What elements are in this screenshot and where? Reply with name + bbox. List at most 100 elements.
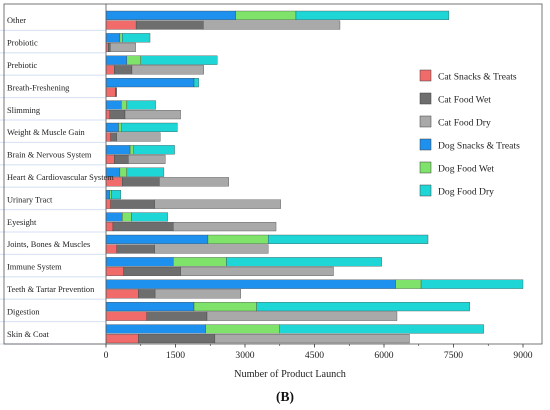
bar-prebiotic-dog-food-dry	[140, 55, 218, 65]
x-tick-label: 4500	[305, 350, 324, 361]
bar-probiotic-cat-food-dry	[109, 42, 136, 52]
bar-digestion-dog-snacks-and-treats	[105, 302, 195, 312]
bar-urinary-tract-dog-snacks-and-treats	[105, 190, 110, 200]
row-divider	[0, 231, 106, 233]
bar-slimming-dog-food-wet	[121, 100, 128, 110]
legend-label-cat-snacks-and-treats: Cat Snacks & Treats	[438, 72, 517, 83]
category-label-immune-system: Immune System	[7, 263, 62, 272]
bar-immune-system-dog-snacks-and-treats	[105, 257, 174, 267]
row-divider	[0, 298, 106, 300]
row-divider	[0, 141, 106, 143]
bar-immune-system-cat-food-dry	[180, 266, 334, 276]
category-label-digestion: Digestion	[7, 307, 40, 316]
bar-other-cat-food-wet	[135, 20, 204, 30]
category-label-breath-freshening: Breath-Freshening	[7, 83, 70, 92]
bar-teeth-and-tartar-prevention-dog-snacks-and-treats	[105, 279, 396, 289]
bar-skin-and-coat-dog-food-dry	[279, 324, 484, 334]
row-divider	[0, 74, 106, 76]
category-label-slimming: Slimming	[7, 106, 41, 115]
bar-digestion-dog-food-dry	[256, 302, 470, 312]
legend-label-dog-food-wet: Dog Food Wet	[438, 164, 494, 175]
plot-border	[3, 3, 543, 345]
bar-prebiotic-cat-food-wet	[114, 65, 133, 75]
bar-slimming-dog-food-dry	[126, 100, 156, 110]
bar-prebiotic-dog-food-wet	[126, 55, 141, 65]
bar-eyesight-dog-snacks-and-treats	[105, 212, 123, 222]
bar-brain-and-nervous-system-dog-snacks-and-treats	[105, 145, 131, 155]
row-divider	[0, 97, 106, 99]
bar-probiotic-dog-food-wet	[119, 33, 123, 43]
category-label-heart-and-cardiovascular-system: Heart & Cardiovascular System	[7, 173, 114, 182]
bar-eyesight-dog-food-wet	[122, 212, 132, 222]
legend: Cat Snacks & Treats Cat Food Wet Cat Food …	[419, 69, 520, 198]
bar-breath-freshening-cat-snacks-and-treats	[105, 87, 116, 97]
bar-weight-and-muscle-gain-dog-food-dry	[121, 122, 178, 132]
bar-brain-and-nervous-system-dog-food-dry	[133, 145, 175, 155]
bar-other-cat-food-dry	[203, 20, 341, 30]
bar-heart-and-cardiovascular-system-dog-food-wet	[119, 167, 128, 177]
bar-joints-bones-and-muscles-dog-food-dry	[267, 234, 429, 244]
x-tick-label: 6000	[374, 350, 393, 361]
bar-eyesight-cat-food-wet	[112, 222, 174, 232]
row-divider	[0, 186, 106, 188]
bar-brain-and-nervous-system-dog-food-wet	[129, 145, 134, 155]
bar-weight-and-muscle-gain-dog-food-wet	[118, 122, 122, 132]
category-label-skin-and-coat: Skin & Coat	[7, 330, 50, 339]
bar-skin-and-coat-dog-food-wet	[205, 324, 280, 334]
x-tick-label: 1500	[166, 350, 185, 361]
bar-digestion-dog-food-wet	[193, 302, 257, 312]
bar-urinary-tract-cat-food-dry	[154, 199, 281, 209]
bar-breath-freshening-dog-food-dry	[193, 78, 199, 88]
bar-brain-and-nervous-system-cat-snacks-and-treats	[105, 154, 115, 164]
bar-digestion-cat-snacks-and-treats	[105, 311, 147, 321]
bar-prebiotic-cat-snacks-and-treats	[105, 65, 115, 75]
row-divider	[0, 253, 106, 255]
bar-joints-bones-and-muscles-cat-food-wet	[116, 244, 155, 254]
bar-other-dog-food-wet	[235, 10, 297, 20]
legend-label-cat-food-dry: Cat Food Dry	[438, 118, 491, 129]
category-label-other: Other	[7, 16, 26, 25]
bar-joints-bones-and-muscles-dog-snacks-and-treats	[105, 234, 209, 244]
bars	[105, 10, 524, 344]
row-divider	[0, 321, 106, 323]
bar-prebiotic-cat-food-dry	[131, 65, 204, 75]
legend-swatch-cat-food-wet	[419, 92, 432, 105]
bar-probiotic-cat-food-wet	[108, 42, 111, 52]
category-label-prebiotic: Prebiotic	[7, 61, 38, 70]
bar-brain-and-nervous-system-cat-food-dry	[128, 154, 166, 164]
row-divider	[0, 276, 106, 278]
row-divider	[0, 29, 106, 31]
bar-teeth-and-tartar-prevention-cat-food-wet	[138, 289, 156, 299]
x-tick-label: 7500	[444, 350, 463, 361]
bar-skin-and-coat-cat-food-wet	[138, 334, 216, 344]
bar-joints-bones-and-muscles-cat-food-dry	[154, 244, 269, 254]
category-label-joints-bones-and-muscles: Joints, Bones & Muscles	[7, 240, 90, 249]
row-divider	[0, 52, 106, 54]
bar-slimming-cat-snacks-and-treats	[105, 110, 110, 120]
bar-joints-bones-and-muscles-cat-snacks-and-treats	[105, 244, 117, 254]
bar-heart-and-cardiovascular-system-dog-food-dry	[126, 167, 165, 177]
bar-urinary-tract-cat-snacks-and-treats	[105, 199, 111, 209]
bar-eyesight-cat-food-dry	[173, 222, 277, 232]
category-label-brain-and-nervous-system: Brain & Nervous System	[7, 151, 92, 160]
category-label-weight-and-muscle-gain: Weight & Muscle Gain	[7, 128, 86, 137]
category-labels: Other Probiotic Prebiotic Breath-Freshening…	[7, 16, 114, 339]
bar-weight-and-muscle-gain-cat-snacks-and-treats	[105, 132, 111, 142]
bar-skin-and-coat-dog-snacks-and-treats	[105, 324, 206, 334]
bar-breath-freshening-cat-food-wet	[115, 87, 117, 97]
legend-label-dog-food-dry: Dog Food Dry	[438, 187, 494, 198]
bar-teeth-and-tartar-prevention-dog-food-dry	[420, 279, 524, 289]
bar-slimming-dog-snacks-and-treats	[105, 100, 122, 110]
row-divider	[0, 209, 106, 211]
bar-heart-and-cardiovascular-system-cat-food-dry	[159, 177, 229, 187]
bar-immune-system-cat-snacks-and-treats	[105, 266, 124, 276]
bar-urinary-tract-cat-food-wet	[110, 199, 155, 209]
bar-heart-and-cardiovascular-system-cat-food-wet	[122, 177, 160, 187]
bar-slimming-cat-food-dry	[124, 110, 181, 120]
bar-teeth-and-tartar-prevention-cat-food-dry	[154, 289, 242, 299]
bar-immune-system-dog-food-wet	[173, 257, 227, 267]
bar-teeth-and-tartar-prevention-dog-food-wet	[395, 279, 422, 289]
legend-swatch-cat-snacks-and-treats	[419, 69, 432, 82]
